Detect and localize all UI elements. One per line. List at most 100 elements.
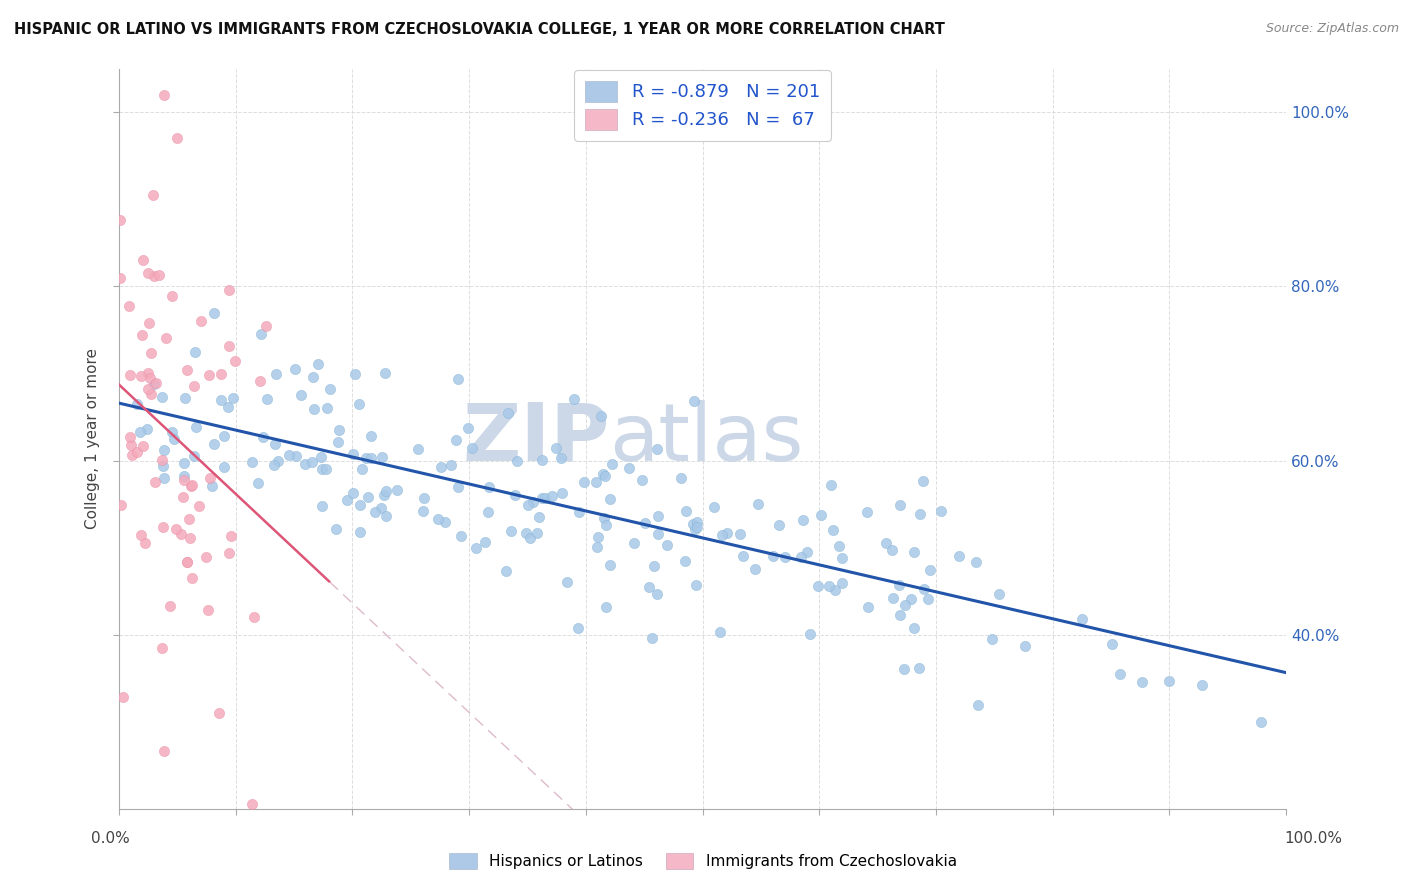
Point: [762, 549, 785, 563]
Point: [363, 505, 385, 519]
Point: [499, 524, 522, 539]
Point: [176, 555, 198, 569]
Point: [218, 283, 240, 297]
Point: [882, 591, 904, 605]
Point: [592, 467, 614, 482]
Point: [136, 366, 159, 380]
Point: [562, 392, 585, 406]
Point: [686, 520, 709, 534]
Point: [856, 599, 879, 614]
Point: [534, 491, 557, 506]
Point: [810, 508, 832, 522]
Point: [139, 346, 162, 360]
Text: atlas: atlas: [609, 400, 803, 478]
Point: [887, 577, 910, 591]
Point: [790, 549, 813, 564]
Point: [527, 509, 550, 524]
Point: [349, 524, 371, 539]
Point: [121, 448, 143, 462]
Point: [516, 498, 538, 512]
Point: [129, 369, 152, 384]
Point: [541, 489, 564, 503]
Point: [325, 522, 347, 536]
Point: [1014, 639, 1036, 653]
Point: [284, 362, 307, 376]
Point: [1130, 674, 1153, 689]
Point: [173, 456, 195, 470]
Point: [311, 499, 333, 513]
Point: [585, 475, 607, 489]
Point: [127, 396, 149, 410]
Point: [150, 390, 173, 404]
Point: [138, 317, 160, 331]
Point: [408, 442, 430, 456]
Point: [110, 498, 132, 512]
Point: [181, 478, 204, 492]
Point: [799, 627, 821, 641]
Point: [599, 558, 621, 573]
Point: [166, 131, 188, 145]
Point: [145, 376, 167, 391]
Point: [202, 436, 225, 450]
Point: [350, 462, 373, 476]
Point: [309, 450, 332, 465]
Point: [446, 433, 468, 447]
Point: [218, 546, 240, 560]
Point: [461, 441, 484, 455]
Point: [440, 458, 463, 473]
Point: [342, 447, 364, 461]
Point: [118, 299, 141, 313]
Point: [302, 402, 325, 417]
Point: [173, 468, 195, 483]
Point: [179, 531, 201, 545]
Point: [506, 454, 529, 468]
Point: [918, 564, 941, 578]
Point: [162, 425, 184, 439]
Point: [900, 591, 922, 606]
Point: [519, 531, 541, 545]
Point: [595, 517, 617, 532]
Point: [531, 491, 554, 505]
Point: [263, 437, 285, 451]
Point: [768, 517, 790, 532]
Point: [311, 462, 333, 476]
Point: [1159, 673, 1181, 688]
Point: [1101, 637, 1123, 651]
Point: [136, 422, 159, 436]
Point: [249, 374, 271, 388]
Point: [595, 599, 617, 614]
Point: [160, 289, 183, 303]
Point: [551, 486, 574, 500]
Point: [645, 587, 668, 601]
Point: [671, 471, 693, 485]
Point: [307, 357, 329, 371]
Point: [159, 599, 181, 613]
Point: [912, 582, 935, 596]
Point: [831, 575, 853, 590]
Point: [131, 528, 153, 542]
Point: [634, 516, 657, 531]
Point: [266, 454, 288, 468]
Point: [817, 578, 839, 592]
Y-axis label: College, 1 year or more: College, 1 year or more: [86, 348, 100, 529]
Point: [152, 520, 174, 534]
Point: [903, 545, 925, 559]
Point: [218, 339, 240, 353]
Point: [136, 267, 159, 281]
Point: [172, 490, 194, 504]
Point: [515, 525, 537, 540]
Point: [266, 368, 288, 382]
Point: [948, 549, 970, 563]
Point: [222, 392, 245, 406]
Point: [645, 442, 668, 457]
Point: [108, 213, 131, 227]
Point: [965, 555, 987, 569]
Point: [240, 797, 263, 812]
Point: [375, 483, 398, 498]
Point: [522, 495, 544, 509]
Point: [498, 406, 520, 420]
Point: [917, 592, 939, 607]
Point: [360, 450, 382, 465]
Point: [903, 622, 925, 636]
Point: [374, 508, 396, 523]
